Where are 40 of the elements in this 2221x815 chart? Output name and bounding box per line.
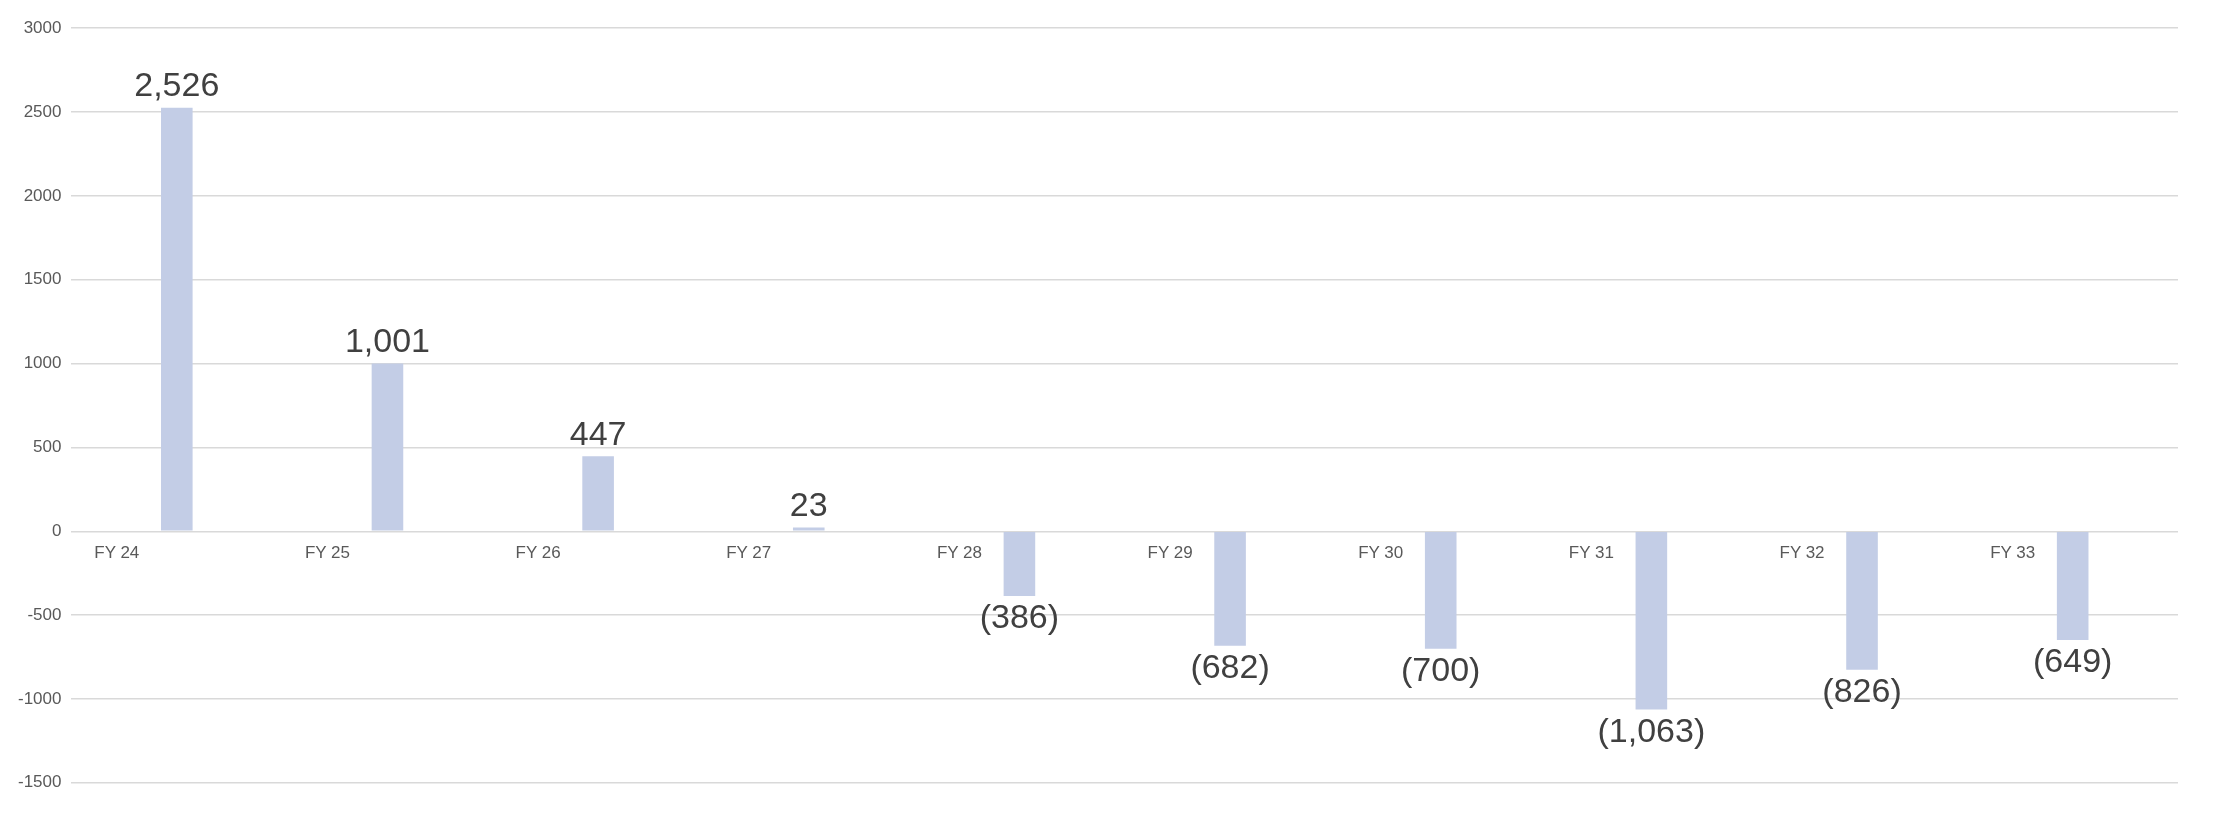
data-label: 23 — [789, 484, 828, 523]
x-tick-label: FY 31 — [1568, 543, 1614, 563]
data-label: 447 — [569, 413, 627, 452]
bar — [1846, 532, 1878, 670]
x-tick-label: FY 32 — [1779, 543, 1825, 563]
y-tick-label: 500 — [33, 437, 62, 457]
data-label: (682) — [1190, 647, 1270, 686]
x-tick-label: FY 24 — [94, 543, 140, 563]
bar — [792, 527, 825, 531]
data-label: (700) — [1401, 650, 1481, 689]
data-label: 2,526 — [134, 65, 220, 104]
y-tick-label: 2500 — [23, 101, 62, 121]
x-tick-label: FY 26 — [515, 543, 561, 563]
x-tick-label: FY 29 — [1147, 543, 1193, 563]
data-label: (386) — [979, 597, 1060, 636]
x-tick-label: FY 25 — [304, 543, 350, 563]
bar — [2056, 532, 2089, 641]
bar — [1424, 532, 1457, 649]
y-tick-label: 3000 — [23, 17, 62, 37]
data-label: 1,001 — [344, 320, 430, 359]
bar — [371, 363, 404, 531]
bar — [1214, 532, 1246, 646]
x-tick-label: FY 33 — [1990, 543, 2036, 563]
bar — [582, 456, 614, 531]
y-tick-label: -500 — [27, 604, 62, 624]
bar — [161, 107, 193, 531]
bar — [1635, 532, 1668, 710]
bar — [1003, 532, 1036, 596]
y-tick-label: 0 — [52, 520, 62, 540]
y-tick-label: 1500 — [23, 269, 62, 289]
data-label: (649) — [2032, 641, 2113, 680]
x-tick-label: FY 30 — [1358, 543, 1404, 563]
x-tick-label: FY 28 — [936, 543, 982, 563]
y-tick-label: -1500 — [18, 772, 62, 792]
y-tick-label: 2000 — [23, 185, 62, 205]
x-tick-label: FY 27 — [726, 543, 772, 563]
y-tick-label: 1000 — [23, 353, 62, 373]
y-tick-label: -1000 — [18, 688, 62, 708]
data-label: (1,063) — [1597, 710, 1706, 749]
data-label: (826) — [1822, 671, 1902, 710]
